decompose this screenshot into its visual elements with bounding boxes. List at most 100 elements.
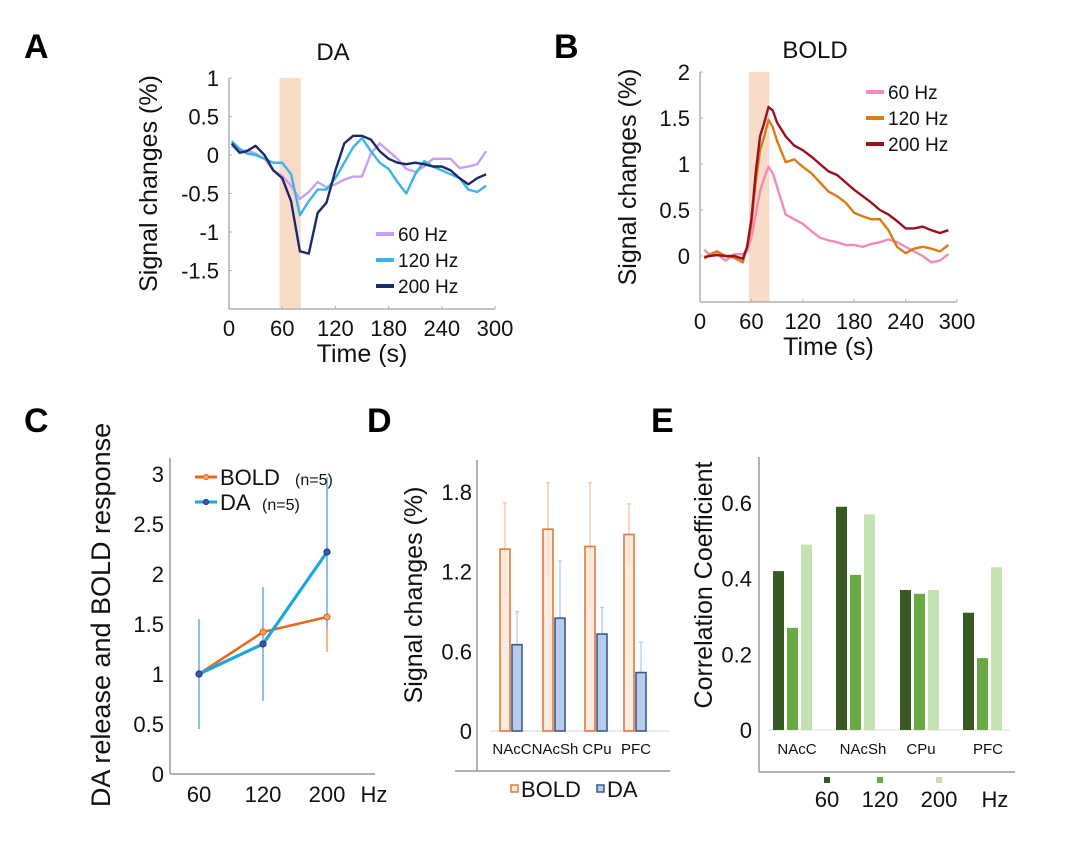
- x-tick-label: 0: [223, 316, 235, 341]
- panel-label-e: E: [651, 402, 674, 440]
- bar-bold: [623, 533, 635, 732]
- y-tick-label: 1.8: [441, 480, 472, 505]
- panel-label-b: B: [554, 28, 579, 66]
- series-line-60hz: [231, 142, 488, 201]
- panel-d-chart: 1.8 1.2 0.6 0 Signal changes (%) NAcC NAcSh CPu…: [400, 460, 670, 802]
- legend-marker: [202, 473, 210, 481]
- y-tick-label: 2: [152, 562, 164, 587]
- x-tick-label: 300: [477, 316, 514, 341]
- legend-swatch: [596, 784, 605, 793]
- x-tick-label: 60: [187, 782, 211, 807]
- panel-a-chart: DA 1 0.5 0 -0.5 -1 -1.5 0 60 120 180 240 300 Time (s)…: [135, 39, 513, 368]
- legend-label: 200 Hz: [888, 135, 948, 156]
- legend-marker: [202, 498, 210, 506]
- y-tick-label: 0.2: [721, 642, 752, 667]
- y-axis-label: Signal changes (%): [400, 487, 428, 704]
- legend-label: 200 Hz: [398, 277, 458, 298]
- legend-n: (n=5): [262, 497, 300, 514]
- series-line-120hz: [230, 136, 487, 217]
- x-tick-label: NAcC: [777, 741, 816, 758]
- data-point-bold: [323, 613, 331, 621]
- legend-label: 120 Hz: [888, 109, 948, 130]
- data-point-da: [195, 670, 203, 678]
- legend-n: (n=5): [295, 472, 333, 489]
- bar-da: [554, 617, 566, 732]
- y-tick-label: 2: [678, 60, 690, 85]
- y-tick-label: 0.5: [133, 712, 164, 737]
- bar-200hz: [801, 544, 812, 730]
- panel-label-d: D: [367, 402, 392, 440]
- bar-200hz: [928, 590, 939, 730]
- x-tick-label: NAcSh: [532, 741, 579, 758]
- x-tick-label: 200: [309, 782, 346, 807]
- y-axis-label: Correlation Coefficient: [690, 462, 718, 709]
- y-tick-label: 0: [740, 718, 752, 743]
- data-point-da: [323, 548, 331, 556]
- x-tick-label: 240: [887, 309, 924, 334]
- bar-200hz: [864, 514, 875, 730]
- x-tick-label: 120: [317, 316, 354, 341]
- y-axis-label: DA release and BOLD response: [86, 423, 116, 807]
- bar-bold: [499, 548, 511, 732]
- y-tick-label: 1: [207, 66, 219, 91]
- panel-e-chart: 0.6 0.4 0.2 0 Correlation Coefficient NAcC NAc…: [690, 457, 1015, 812]
- panel-label-c: C: [24, 402, 49, 440]
- bar-200hz: [991, 567, 1002, 730]
- bar-120hz: [787, 627, 798, 730]
- y-tick-label: 1.2: [441, 560, 472, 585]
- x-tick-label: CPu: [582, 741, 611, 758]
- series-line-200hz: [230, 134, 487, 255]
- bar-da: [511, 643, 523, 732]
- y-tick-label: 2.5: [133, 512, 164, 537]
- x-tick-label: PFC: [621, 741, 651, 758]
- bar-120hz: [977, 658, 988, 730]
- legend-label: DA: [607, 777, 638, 802]
- bar-da: [635, 671, 647, 732]
- y-tick-label: 3: [152, 462, 164, 487]
- data-point-bold: [259, 628, 267, 636]
- x-tick-label: 240: [423, 316, 460, 341]
- x-tick-label: 0: [694, 309, 706, 334]
- x-tick-label: PFC: [973, 741, 1003, 758]
- legend-swatch: [824, 777, 830, 783]
- y-axis-label: Signal changes (%): [135, 75, 163, 292]
- x-axis-unit: Hz: [361, 782, 388, 807]
- y-tick-label: 0.6: [441, 639, 472, 664]
- legend-label: BOLD: [521, 777, 581, 802]
- bar-bold: [542, 528, 554, 732]
- chart-title: BOLD: [782, 37, 847, 64]
- y-tick-label: 0: [152, 762, 164, 787]
- y-tick-label: 0.5: [188, 105, 219, 130]
- legend-swatch: [936, 777, 942, 783]
- series-line-200hz: [704, 105, 949, 260]
- y-tick-label: 0.5: [659, 198, 690, 223]
- legend-label: 120: [862, 787, 899, 812]
- y-tick-label: 0.6: [721, 491, 752, 516]
- legend-label: 60 Hz: [398, 225, 448, 246]
- panel-c-chart: 3 2.5 2 1.5 1 0.5 0 60 120 200 Hz DA release and BO…: [86, 423, 387, 807]
- legend-unit: Hz: [982, 787, 1009, 812]
- y-tick-label: 0.4: [721, 567, 752, 592]
- y-tick-label: -1: [199, 220, 219, 245]
- x-tick-label: 300: [939, 309, 976, 334]
- legend-swatch: [877, 777, 883, 783]
- chart-title: DA: [316, 39, 349, 66]
- panel-b-chart: BOLD 2 1.5 1 0.5 0 0 60 120 180 240 300 Time (s) Sign…: [614, 37, 975, 361]
- y-axis-label: Signal changes (%): [614, 69, 642, 286]
- x-tick-label: CPu: [906, 741, 935, 758]
- legend-label: 60 Hz: [888, 83, 938, 104]
- bar-da: [596, 633, 608, 732]
- stimulation-window: [279, 78, 301, 309]
- y-tick-label: 0: [207, 143, 219, 168]
- y-tick-label: 0: [460, 719, 472, 744]
- series-line-60hz: [703, 165, 950, 264]
- bar-60hz: [773, 571, 784, 730]
- y-tick-label: -1.5: [181, 259, 219, 284]
- panel-label-a: A: [24, 28, 49, 66]
- bar-bold: [584, 545, 596, 732]
- x-tick-label: 60: [739, 309, 763, 334]
- legend-swatch: [510, 784, 519, 793]
- y-tick-label: 1.5: [659, 106, 690, 131]
- x-tick-label: 180: [836, 309, 873, 334]
